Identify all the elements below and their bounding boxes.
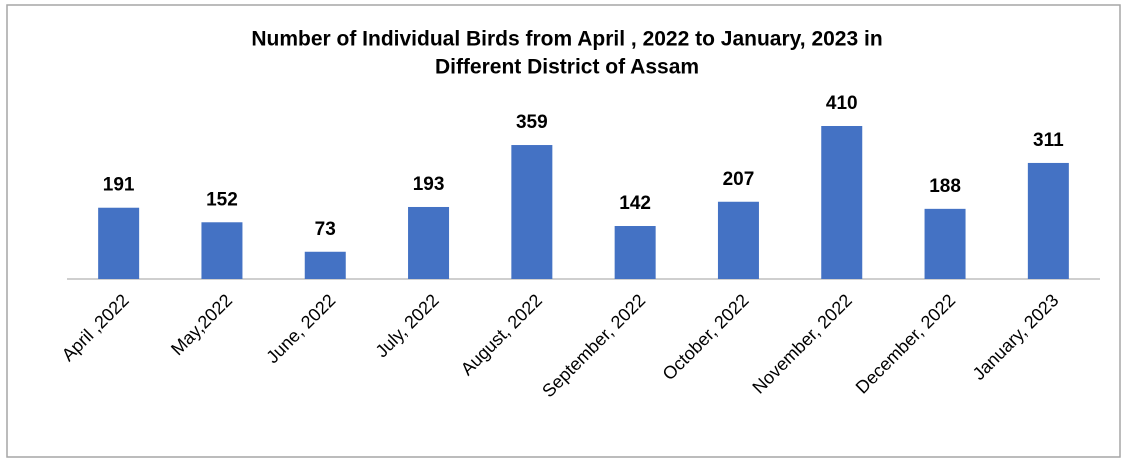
data-label: 410 bbox=[826, 93, 858, 114]
chart-title: Number of Individual Birds from April , … bbox=[251, 28, 882, 51]
data-label: 152 bbox=[206, 189, 238, 210]
data-label: 207 bbox=[723, 169, 755, 190]
bar bbox=[511, 145, 553, 279]
data-label: 359 bbox=[516, 112, 548, 133]
data-label: 311 bbox=[1033, 130, 1064, 151]
data-label: 193 bbox=[413, 174, 445, 195]
data-label: 191 bbox=[103, 175, 135, 196]
bar bbox=[821, 126, 863, 279]
bar bbox=[717, 201, 759, 279]
bar bbox=[924, 208, 966, 279]
bar bbox=[408, 206, 450, 279]
data-label: 73 bbox=[315, 219, 336, 240]
bar bbox=[614, 226, 656, 279]
bar bbox=[201, 222, 243, 279]
bar bbox=[98, 207, 140, 279]
bar bbox=[1027, 162, 1069, 279]
chart-title: Different District of Assam bbox=[435, 56, 699, 79]
data-label: 142 bbox=[619, 193, 651, 214]
bar bbox=[304, 251, 346, 279]
data-label: 188 bbox=[929, 176, 961, 197]
